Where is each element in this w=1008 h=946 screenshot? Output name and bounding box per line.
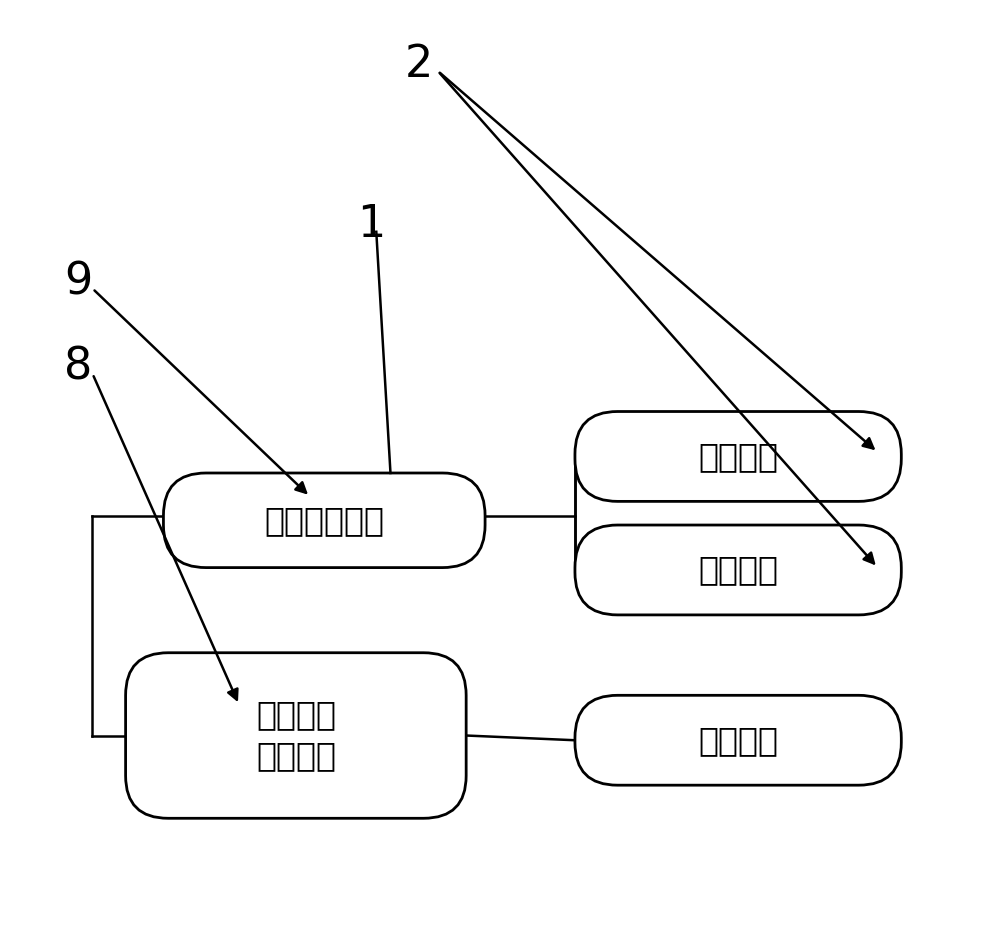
FancyBboxPatch shape bbox=[575, 695, 901, 785]
Text: 出口道闸: 出口道闸 bbox=[699, 553, 778, 587]
Text: 车位使用
计数模块: 车位使用 计数模块 bbox=[256, 698, 336, 773]
Text: 入口道闸: 入口道闸 bbox=[699, 440, 778, 473]
FancyBboxPatch shape bbox=[575, 525, 901, 615]
Text: 8: 8 bbox=[65, 345, 93, 388]
Text: 2: 2 bbox=[404, 43, 433, 85]
FancyBboxPatch shape bbox=[126, 653, 466, 818]
Text: 防误驶入模块: 防误驶入模块 bbox=[264, 504, 384, 536]
Text: 入口道闸: 入口道闸 bbox=[699, 724, 778, 757]
Text: 9: 9 bbox=[65, 260, 93, 303]
Text: 1: 1 bbox=[358, 203, 386, 246]
FancyBboxPatch shape bbox=[163, 473, 485, 568]
FancyBboxPatch shape bbox=[575, 412, 901, 501]
